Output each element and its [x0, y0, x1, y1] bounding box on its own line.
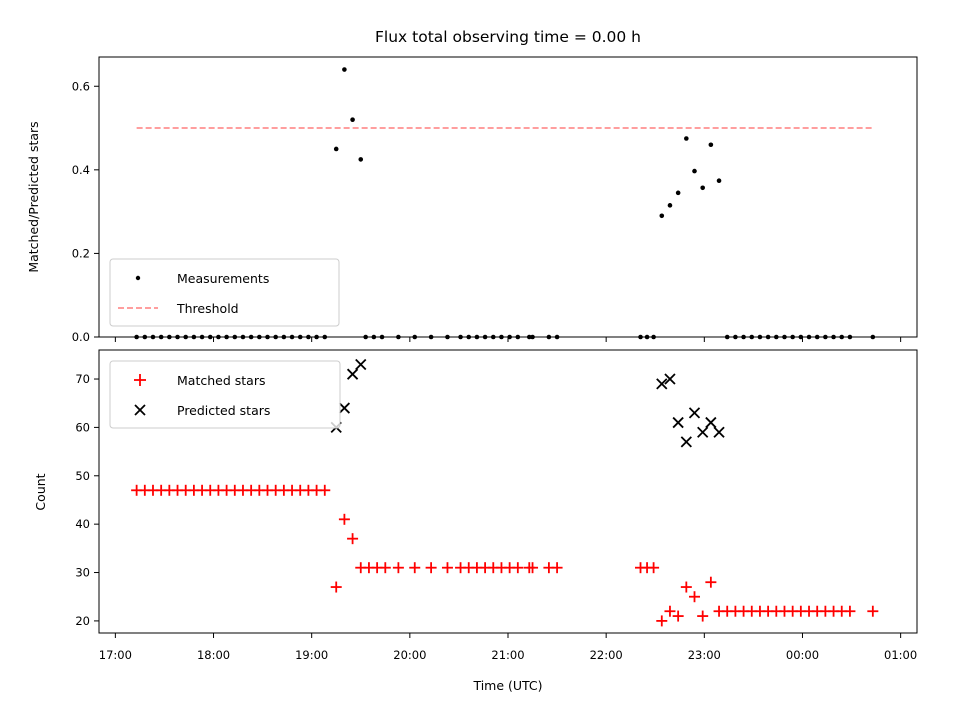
legend-matched-label: Matched stars: [177, 373, 265, 388]
measurement-point: [350, 117, 355, 122]
legend-measurements-marker: [135, 275, 141, 281]
x-tick-label: 18:00: [197, 648, 230, 662]
x-tick-label: 17:00: [99, 648, 132, 662]
predicted-star-point: [355, 358, 367, 371]
ratio-y-tick-label: 0.6: [72, 79, 90, 93]
predicted-star-point: [346, 368, 359, 380]
count-y-ticks: 20 30 40 50 60 70: [75, 372, 99, 628]
x-tick-label: 23:00: [688, 648, 721, 662]
count-y-tick-label: 50: [75, 469, 90, 483]
count-y-axis-label: Count: [33, 473, 48, 510]
measurement-point: [700, 185, 705, 191]
matched-star-point: [672, 610, 684, 622]
count-y-tick-label: 30: [75, 566, 90, 580]
matched-star-point: [527, 562, 539, 574]
matched-star-point: [689, 591, 701, 603]
ratio-y-tick-label: 0.2: [72, 246, 90, 260]
measurement-point: [684, 136, 689, 141]
ratio-legend-box: [109, 258, 340, 327]
chart-title: Flux total observing time = 0.00 h: [375, 28, 641, 46]
legend-threshold-label: Threshold: [176, 301, 239, 316]
count-marks: [131, 358, 879, 627]
ratio-y-axis-label: Matched/Predicted stars: [26, 121, 41, 272]
measurement-point: [358, 157, 364, 162]
matched-star-point: [347, 533, 359, 545]
count-x-ticks: 17:00 18:00 19:00 20:00 21:00 22:00 23:00 00:00…: [99, 633, 917, 662]
ratio-y-tick-label: 0.0: [72, 330, 90, 344]
matched-star-point: [409, 562, 421, 574]
x-tick-label: 00:00: [786, 648, 819, 662]
ratio-x-ticks: [114, 337, 902, 342]
predicted-star-point: [688, 407, 701, 419]
measurement-point: [716, 178, 722, 184]
ratio-y-tick-label: 0.4: [72, 163, 90, 177]
matched-star-point: [379, 562, 391, 574]
matched-star-point: [338, 513, 350, 525]
legend-measurements-label: Measurements: [177, 271, 269, 286]
matched-star-point: [330, 581, 342, 593]
matched-star-point: [551, 562, 563, 574]
predicted-star-point: [664, 373, 676, 385]
x-tick-label: 20:00: [393, 648, 426, 662]
predicted-star-point: [705, 416, 717, 429]
legend-matched-marker: [134, 374, 146, 386]
matched-star-point: [844, 605, 856, 617]
ratio-panel: 0.0 0.2 0.4 0.6 Matched/Predicted stars Mea…: [26, 56, 918, 344]
count-y-tick-label: 60: [75, 420, 90, 434]
matched-star-point: [648, 562, 660, 574]
measurement-point: [333, 146, 339, 152]
legend-predicted-marker: [134, 404, 146, 416]
x-tick-label: 21:00: [491, 648, 524, 662]
predicted-star-point: [656, 378, 668, 390]
matched-star-point: [441, 562, 453, 574]
legend-predicted-label: Predicted stars: [177, 403, 270, 418]
count-y-tick-label: 70: [75, 372, 90, 386]
matched-star-point: [392, 562, 404, 574]
matched-star-point: [425, 562, 437, 574]
ratio-legend: Measurements Threshold: [109, 258, 340, 327]
measurement-point: [667, 203, 673, 208]
matched-star-point: [680, 581, 692, 593]
measurement-point: [708, 142, 714, 148]
x-tick-label: 19:00: [295, 648, 328, 662]
measurement-point: [692, 168, 697, 174]
matched-star-point: [512, 562, 524, 574]
count-legend: Matched stars Predicted stars: [109, 360, 341, 429]
count-y-tick-label: 40: [75, 517, 90, 531]
ratio-y-ticks: 0.0 0.2 0.4 0.6: [72, 79, 99, 344]
x-tick-label: 22:00: [590, 648, 623, 662]
matched-star-point: [319, 484, 331, 496]
count-panel: 20 30 40 50 60 70 17:00 18:00 19:00 20:00 21:00 22…: [33, 349, 918, 693]
measurement-point: [675, 190, 681, 196]
matched-star-point: [664, 605, 676, 617]
matched-star-point: [705, 576, 717, 588]
count-legend-box: [109, 360, 341, 429]
measurement-point: [342, 67, 347, 72]
matched-star-point: [867, 605, 879, 617]
predicted-star-point: [680, 436, 692, 448]
x-tick-label: 01:00: [884, 648, 917, 662]
matched-star-point: [656, 615, 668, 627]
predicted-star-point: [338, 402, 351, 414]
x-axis-label: Time (UTC): [472, 678, 542, 693]
matched-star-point: [697, 610, 709, 622]
predicted-star-point: [713, 426, 725, 438]
predicted-star-point: [697, 426, 709, 438]
measurement-point: [659, 213, 665, 219]
predicted-star-point: [672, 416, 684, 429]
count-y-tick-label: 20: [75, 614, 90, 628]
